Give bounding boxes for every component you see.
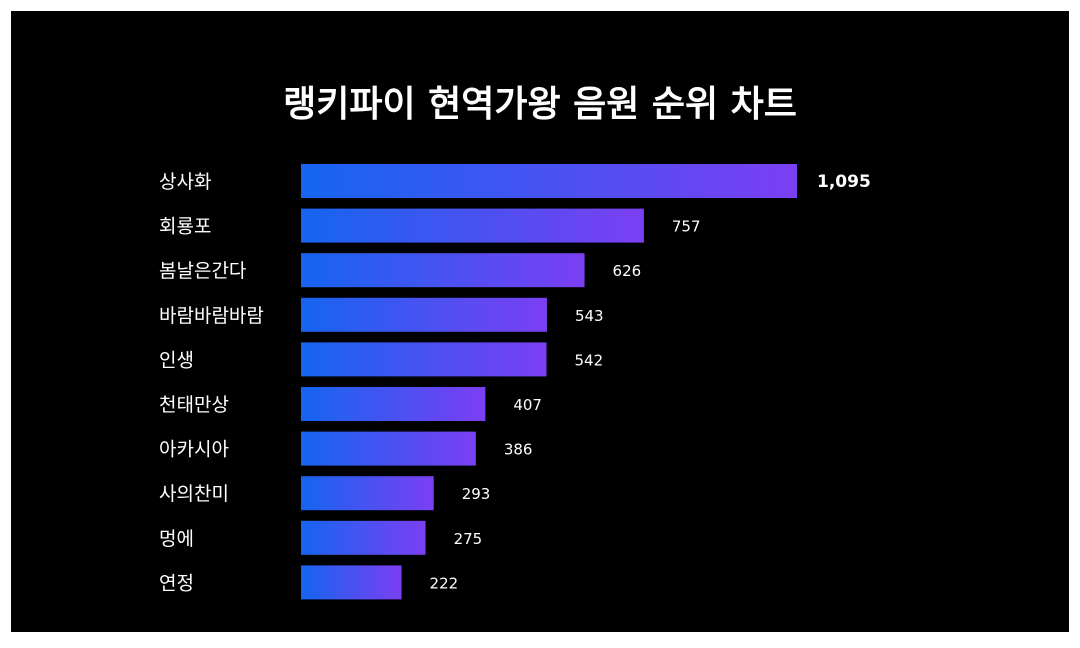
category-label: 회룡포 <box>159 216 211 238</box>
chart-title: 랭키파이 현역가왕 음원 순위 차트 <box>283 84 797 125</box>
value-label: 222 <box>430 574 459 592</box>
bar <box>301 208 644 243</box>
bar <box>301 297 547 332</box>
category-label: 멍에 <box>159 528 194 550</box>
category-label: 아카시아 <box>159 439 229 461</box>
category-label: 천태만상 <box>159 394 229 416</box>
chart-frame: 랭키파이 현역가왕 음원 순위 차트 상사화 1,095 회룡포 757 봄날은간다 62… <box>11 11 1069 632</box>
bar <box>301 164 797 198</box>
value-label: 275 <box>454 530 483 548</box>
category-label: 상사화 <box>159 171 211 193</box>
bar <box>301 431 476 466</box>
value-label: 626 <box>613 262 642 280</box>
value-label: 757 <box>672 218 701 236</box>
value-label: 386 <box>504 441 533 459</box>
bar <box>301 476 434 511</box>
bar <box>301 565 402 600</box>
category-label: 연정 <box>159 572 194 594</box>
value-label: 293 <box>462 485 491 503</box>
bar <box>301 253 585 288</box>
bar-chart: 상사화 1,095 회룡포 757 봄날은간다 626 바람바람바람 543 인생 542 천태만상… <box>159 164 871 600</box>
bar <box>301 520 426 555</box>
category-label: 바람바람바람 <box>159 305 264 327</box>
bar <box>301 387 486 421</box>
bars-group: 상사화 1,095 회룡포 757 봄날은간다 626 바람바람바람 543 인생 542 천태만상… <box>159 164 871 600</box>
category-label: 봄날은간다 <box>159 260 246 282</box>
value-label: 407 <box>513 396 542 414</box>
value-label: 543 <box>575 307 604 325</box>
value-label: 542 <box>575 351 604 369</box>
category-label: 사의찬미 <box>159 483 229 505</box>
value-label: 1,095 <box>817 172 871 192</box>
bar <box>301 342 547 377</box>
category-label: 인생 <box>159 349 194 371</box>
